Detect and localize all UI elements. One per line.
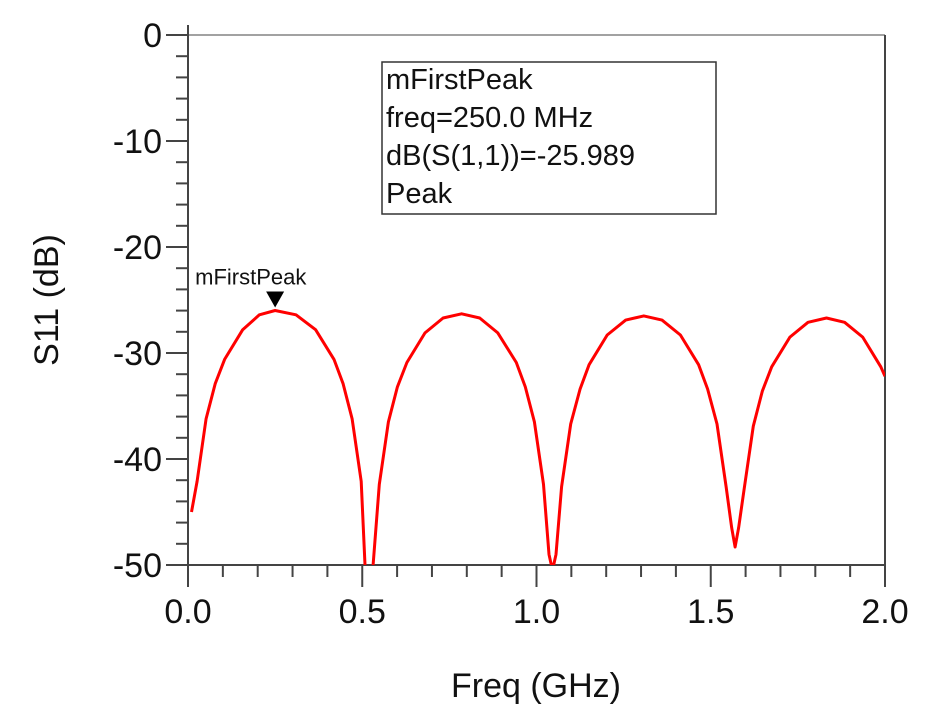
x-tick-label: 2.0 xyxy=(861,593,908,631)
y-tick-label: -10 xyxy=(113,123,162,161)
x-tick-label: 1.0 xyxy=(513,593,560,631)
marker-triangle-icon[interactable] xyxy=(266,291,285,308)
series-line-s11 xyxy=(190,309,885,565)
axes xyxy=(178,25,886,575)
marker-label[interactable]: mFirstPeak xyxy=(195,264,307,289)
x-tick-label: 1.5 xyxy=(687,593,734,631)
y-tick-label: 0 xyxy=(143,17,162,55)
marker-readout-box[interactable]: mFirstPeak freq=250.0 MHz dB(S(1,1))=-25… xyxy=(381,61,717,215)
y-tick-label: -50 xyxy=(113,547,162,585)
y-tick-label: -30 xyxy=(113,335,162,373)
y-axis-title: S11 (dB) xyxy=(28,234,66,366)
tick-labels: 0.0 0.5 1.0 1.5 2.0 0 -10 -20 -30 -40 -50 xyxy=(113,17,909,631)
readout-line-freq: freq=250.0 MHz xyxy=(386,102,593,134)
x-tick-label: 0.5 xyxy=(339,593,386,631)
y-tick-label: -20 xyxy=(113,229,162,267)
x-axis-title: Freq (GHz) xyxy=(451,667,621,705)
readout-line-value: dB(S(1,1))=-25.989 xyxy=(386,140,635,172)
ticks xyxy=(166,34,886,587)
readout-line-type: Peak xyxy=(386,178,453,210)
readout-line-name: mFirstPeak xyxy=(386,64,533,96)
y-tick-label: -40 xyxy=(113,441,162,479)
x-tick-label: 0.0 xyxy=(164,593,211,631)
